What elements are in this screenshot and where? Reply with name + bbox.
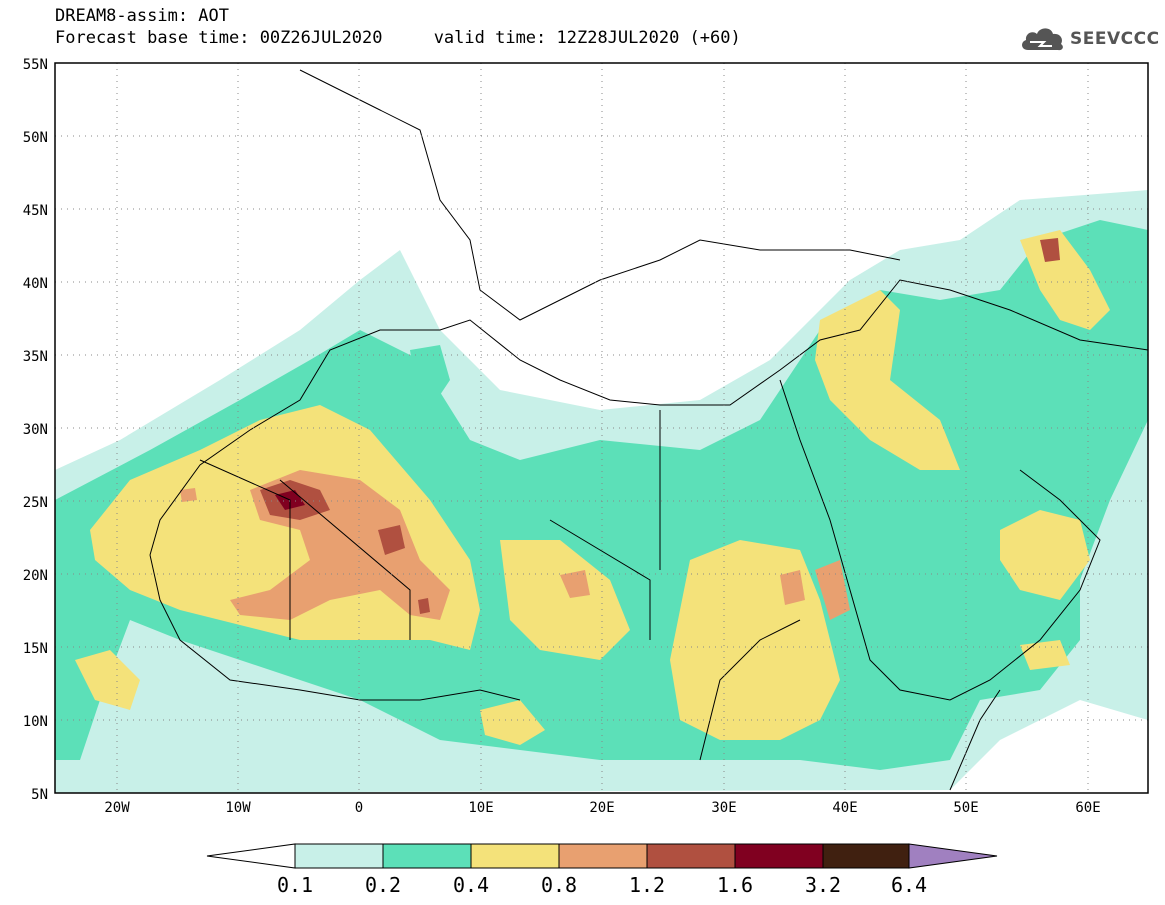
lat-label: 30N	[23, 422, 48, 438]
colorbar-box-3.2	[822, 843, 910, 869]
colorbar-over-arrow	[908, 843, 998, 869]
lon-label: 20W	[104, 800, 130, 816]
lon-label: 20E	[589, 800, 614, 816]
map-title: DREAM8-assim: AOT	[55, 6, 229, 26]
colorbar-box-0.2	[382, 843, 472, 869]
aot-contour-0.4-oman	[1000, 510, 1090, 600]
lon-label: 40E	[832, 800, 857, 816]
forecast-time-line: Forecast base time: 00Z26JUL2020 valid t…	[55, 28, 741, 48]
lat-label: 35N	[23, 349, 48, 365]
colorbar	[206, 843, 998, 869]
coastlines	[149, 69, 1149, 791]
lon-label: 10W	[225, 800, 251, 816]
aot-contour-0.4-caspian	[1020, 230, 1110, 330]
lat-label: 45N	[23, 203, 48, 219]
colorbar-box-1.6	[734, 843, 824, 869]
colorbar-label: 0.8	[541, 873, 577, 897]
colorbar-labels: 0.1 0.2 0.4 0.8 1.2 1.6 3.2 6.4	[277, 873, 927, 897]
lon-label: 50E	[953, 800, 978, 816]
colorbar-label: 1.2	[629, 873, 665, 897]
colorbar-box-0.8	[558, 843, 648, 869]
lon-label: 30E	[711, 800, 736, 816]
colorbar-label: 3.2	[805, 873, 841, 897]
lon-label: 10E	[468, 800, 493, 816]
lat-label: 50N	[23, 130, 48, 146]
lat-label: 55N	[23, 57, 48, 73]
longitude-axis: 20W 10W 0 10E 20E 30E 40E 50E 60E	[104, 800, 1100, 816]
lon-label: 0	[355, 800, 363, 816]
lon-label: 60E	[1075, 800, 1100, 816]
lat-label: 5N	[31, 787, 48, 803]
lat-label: 40N	[23, 276, 48, 292]
aot-contour-0.4-arabia	[815, 290, 960, 470]
map-frame	[54, 62, 1149, 794]
lat-label: 15N	[23, 641, 48, 657]
lat-label: 25N	[23, 495, 48, 511]
aot-contour-0.4-chad	[500, 540, 630, 660]
colorbar-box-1.2	[646, 843, 736, 869]
colorbar-label: 1.6	[717, 873, 753, 897]
colorbar-under-arrow	[206, 843, 296, 869]
aot-field	[55, 63, 1148, 793]
colorbar-label: 6.4	[891, 873, 927, 897]
lat-label: 20N	[23, 568, 48, 584]
logo-text: SEEVCCC	[1070, 29, 1160, 49]
colorbar-label: 0.1	[277, 873, 313, 897]
colorbar-box-0.1	[294, 843, 384, 869]
lat-label: 10N	[23, 714, 48, 730]
seevccc-logo: SEEVCCC	[1018, 24, 1160, 54]
colorbar-label: 0.2	[365, 873, 401, 897]
cloud-icon	[1022, 28, 1063, 51]
colorbar-box-0.4	[470, 843, 560, 869]
gridlines	[55, 63, 1148, 793]
latitude-axis: 55N 50N 45N 40N 35N 30N 25N 20N 15N 10N …	[23, 57, 48, 803]
colorbar-label: 0.4	[453, 873, 489, 897]
